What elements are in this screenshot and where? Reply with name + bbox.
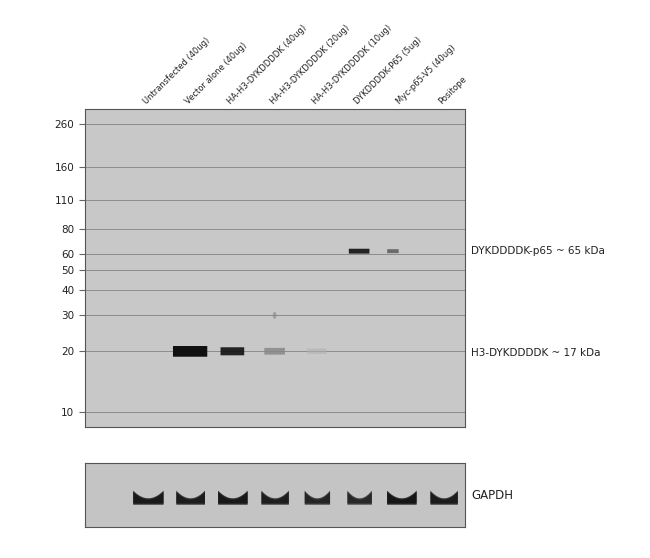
Text: Untransfected (40ug): Untransfected (40ug) xyxy=(142,36,212,106)
Ellipse shape xyxy=(274,312,276,318)
FancyBboxPatch shape xyxy=(173,346,207,357)
Text: DYKDDDDK-p65 ~ 65 kDa: DYKDDDDK-p65 ~ 65 kDa xyxy=(471,246,605,256)
Text: Positope: Positope xyxy=(437,74,469,106)
FancyBboxPatch shape xyxy=(307,349,326,354)
Text: Myc-p65-V5 (40ug): Myc-p65-V5 (40ug) xyxy=(395,44,458,106)
Text: HA-H3-DYKDDDDK (40ug): HA-H3-DYKDDDDK (40ug) xyxy=(226,23,309,106)
Text: DYKDDDDK-P65 (5ug): DYKDDDDK-P65 (5ug) xyxy=(353,35,423,106)
Text: Vector alone (40ug): Vector alone (40ug) xyxy=(184,41,249,106)
Text: HA-H3-DYKDDDDK (20ug): HA-H3-DYKDDDDK (20ug) xyxy=(268,23,351,106)
FancyBboxPatch shape xyxy=(387,249,398,253)
FancyBboxPatch shape xyxy=(265,348,285,355)
FancyBboxPatch shape xyxy=(220,347,244,355)
Text: H3-DYKDDDDK ~ 17 kDa: H3-DYKDDDDK ~ 17 kDa xyxy=(471,348,601,358)
Text: HA-H3-DYKDDDDK (10ug): HA-H3-DYKDDDDK (10ug) xyxy=(311,23,393,106)
Text: GAPDH: GAPDH xyxy=(471,489,514,502)
FancyBboxPatch shape xyxy=(349,249,369,254)
